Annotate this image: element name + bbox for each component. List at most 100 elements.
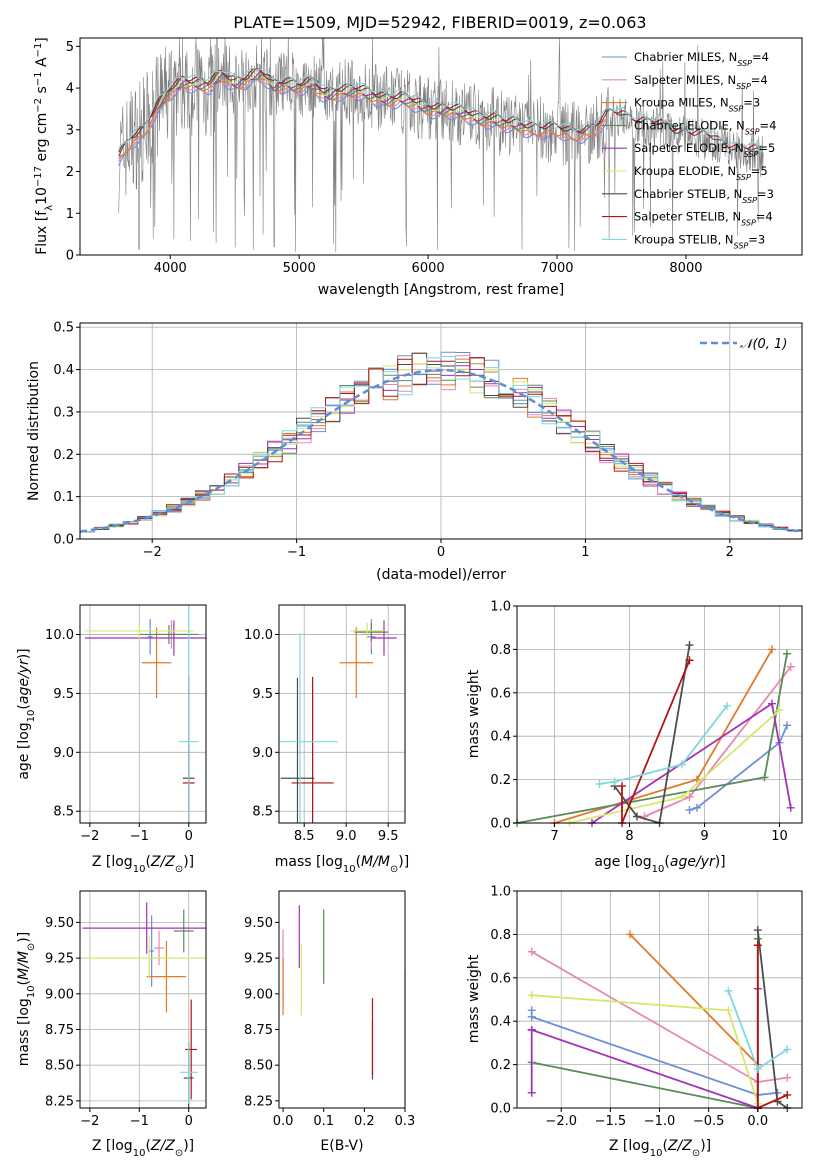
residuals-histograms [79,351,803,533]
mass-z-errorbars [82,902,206,1108]
weight-marker [768,699,776,708]
y-tick-label: 4 [66,82,74,97]
weight-age-ylabel: mass weight [466,669,482,758]
weight-z-ylabel: mass weight [466,954,482,1043]
weight-marker [685,656,694,665]
y-tick-label: 9.25 [45,952,74,967]
x-tick-label: 9.5 [378,829,399,844]
y-tick-label: 0.0 [53,533,74,548]
normal-legend-label: 𝒩(0, 1) [740,337,787,352]
spectrum-axes-frame [79,37,803,256]
weight-line [531,994,759,1104]
weight-marker [786,803,795,812]
weight-marker [723,701,731,710]
weight-marker [685,641,694,650]
y-tick-label: 9.50 [244,916,273,931]
residual-histogram [80,353,802,533]
panel-residuals: −2 −1 0 1 2 0.0 0.1 0.2 0.3 0.4 0.5 𝒩(0, 1) (data-… [26,321,803,583]
legend-label: Salpeter STELIB, NSSP=4 [634,210,773,228]
panel-weight-vs-age: 7 8 9 10 0.0 0.2 0.4 0.6 0.8 1.0 age [log10(age/y… [466,600,803,875]
legend-label: Salpeter MILES, NSSP=4 [634,73,768,91]
weight-age-xlabel: age [log10(age/yr)] [594,854,725,875]
x-tick-label: 7 [550,829,558,844]
weight-marker [626,930,635,939]
age-z-ticks: −2 −1 0 8.5 9.0 9.5 10.0 [45,628,193,844]
mass-ebv-xlabel: E(B-V) [320,1138,363,1154]
weight-marker [527,1088,536,1097]
y-tick-label: 9.00 [45,987,74,1002]
weight-line [621,659,691,824]
mass-z-ylabel: mass [log10(M/M⊙)] [16,932,37,1066]
x-tick-label: 6000 [412,261,445,276]
y-tick-label: 1 [66,207,74,222]
x-tick-label: 9.0 [336,829,357,844]
spectrum-ylabel: Flux [fλ10−17 erg cm−2 s−1 A−1] [33,37,55,255]
y-tick-label: 10.0 [45,628,74,643]
y-tick-label: 8.5 [252,805,273,820]
x-tick-label: −1.0 [644,1114,676,1129]
residuals-ylabel: Normed distribution [26,361,42,501]
y-tick-label: 0.2 [490,773,511,788]
y-tick-label: 0.8 [490,928,511,943]
weight-marker [685,805,694,814]
weight-marker [618,782,626,791]
x-tick-label: 0 [437,545,445,560]
x-tick-label: 4000 [154,261,187,276]
spectrum-ticks: 4000 5000 6000 7000 8000 0 1 2 3 4 5 [66,40,703,276]
weight-marker [693,803,701,812]
x-tick-label: 0.0 [747,1114,768,1129]
weight-marker [783,649,791,658]
y-tick-label: 8.25 [45,1094,74,1109]
weight-marker [760,773,769,782]
x-tick-label: 2 [726,545,734,560]
y-tick-label: 0.3 [53,405,74,420]
residual-histogram [80,357,802,533]
age-z-ylabel: age [log10(age/yr)] [16,648,37,779]
mass-z-ticks: −2 −1 0 8.25 8.50 8.75 9.00 9.25 9.50 [45,916,193,1129]
y-tick-label: 3 [66,123,74,138]
age-z-axes-frame [79,604,207,824]
x-tick-label: −1 [130,829,149,844]
mass-z-grid [80,891,206,1108]
spectrum-data-group [118,37,764,253]
x-tick-label: −1 [130,1114,149,1129]
weight-marker [753,926,762,935]
y-tick-label: 0.5 [53,321,74,336]
y-tick-label: 9.5 [252,687,273,702]
spectrum-model-line [118,68,763,157]
x-tick-label: 8000 [669,261,702,276]
y-tick-label: 8.50 [45,1059,74,1074]
weight-age-lines [513,641,795,827]
panel-age-vs-mass: 8.5 9.0 9.5 8.5 9.0 9.5 10.0 mass [log10(M/M⊙)… [244,604,409,875]
y-tick-label: 8.75 [244,1023,273,1038]
x-tick-label: −2 [80,829,99,844]
mass-ebv-errorbars [282,905,406,1101]
spectrum-model-line [118,67,763,152]
x-tick-label: 0.2 [354,1114,375,1129]
y-tick-label: 0.0 [490,1102,511,1117]
legend-label: Kroupa ELODIE, NSSP=5 [634,164,768,182]
y-tick-label: 9.50 [45,916,74,931]
y-tick-label: 0.0 [490,817,511,832]
weight-line [516,653,788,824]
weight-marker [595,779,604,788]
weight-marker [724,986,733,995]
legend-label: Kroupa MILES, NSSP=3 [634,96,760,114]
x-tick-label: −1.5 [595,1114,627,1129]
weight-marker [610,777,619,786]
y-tick-label: 10.0 [244,628,273,643]
y-tick-label: 9.0 [252,746,273,761]
x-tick-label: −1 [287,545,306,560]
x-tick-label: −2 [143,545,162,560]
weight-marker [678,760,686,769]
legend-label: Chabrier STELIB, NSSP=3 [634,187,774,205]
y-tick-label: 8.5 [53,805,74,820]
age-mass-xlabel: mass [log10(M/M⊙)] [275,854,409,875]
legend-label: Chabrier ELODIE, NSSP=4 [634,118,776,136]
x-tick-label: 8.5 [294,829,315,844]
y-tick-label: 5 [66,40,74,55]
x-tick-label: −2 [80,1114,99,1129]
weight-line [530,988,759,1110]
residuals-legend: 𝒩(0, 1) [700,337,787,352]
